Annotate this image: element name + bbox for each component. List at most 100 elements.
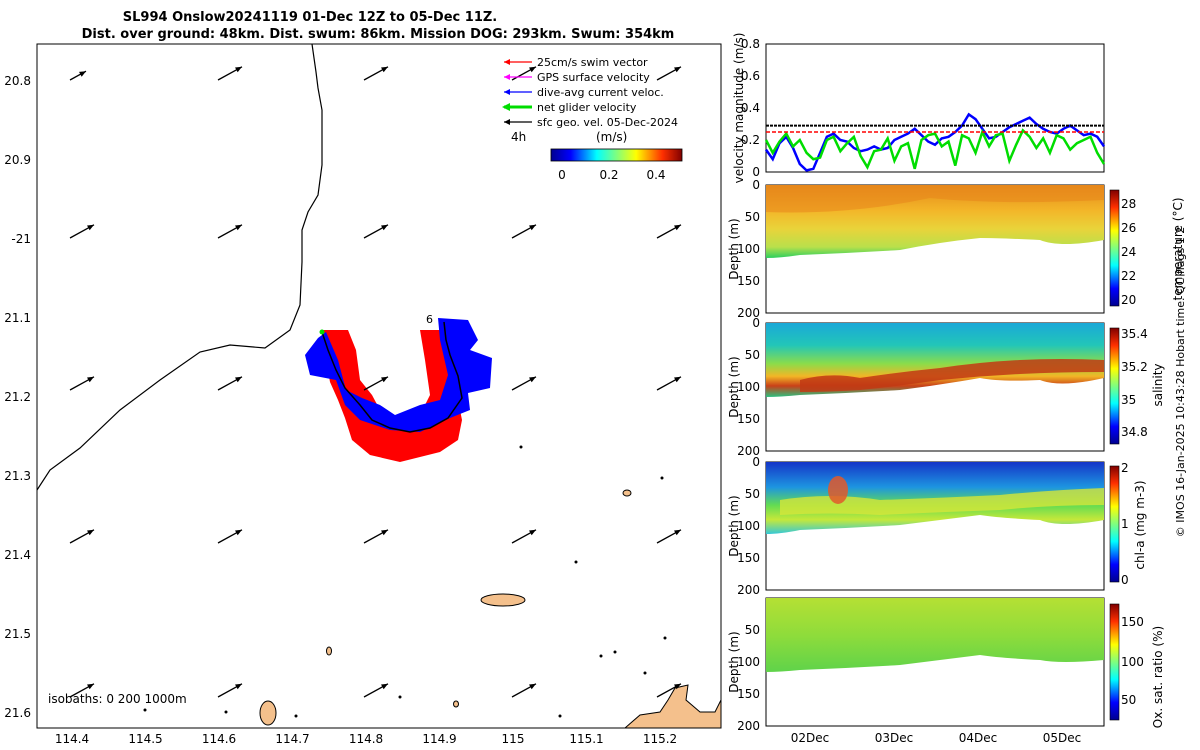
temperature-colorbar <box>1109 189 1120 307</box>
depth-tick: 150 <box>737 412 760 426</box>
geo-arrow <box>656 66 682 81</box>
map-x-tick: 114.9 <box>422 732 456 746</box>
map-x-tick: 114.5 <box>128 732 162 746</box>
depth-axis-ticks: 0 50 100 150 200 Depth (m) 0 50 100 150 200 Depth (… <box>727 178 760 733</box>
svg-text:dive-avg current veloc.: dive-avg current veloc. <box>537 86 664 99</box>
isobath-line <box>36 43 323 491</box>
svg-text:20: 20 <box>1121 293 1136 307</box>
svg-text:35.4: 35.4 <box>1121 327 1148 341</box>
map-y-tick: 21.6 <box>4 706 31 720</box>
oxygen-colorbar <box>1109 603 1120 721</box>
map-legend: 25cm/s swim vector GPS surface velocity … <box>502 56 683 182</box>
svg-text:24: 24 <box>1121 245 1136 259</box>
svg-text:net glider velocity: net glider velocity <box>537 101 637 114</box>
time-tick: 04Dec <box>959 731 998 745</box>
chla-panel: 0 1 2 chl-a (mg m-3) <box>765 461 1147 591</box>
geo-arrow <box>69 529 95 544</box>
svg-text:1: 1 <box>1121 517 1129 531</box>
island <box>453 700 459 708</box>
current-velocity-patch <box>305 318 492 432</box>
svg-text:GPS surface velocity: GPS surface velocity <box>537 71 650 84</box>
velocity-y-tick: 0.2 <box>741 133 760 147</box>
map-x-tick: 114.8 <box>349 732 383 746</box>
isobaths-label: isobaths: 0 200 1000m <box>48 692 187 706</box>
geo-arrow <box>511 224 537 239</box>
legend-gps: GPS surface velocity <box>504 71 650 84</box>
svg-text:sfc geo. vel. 05-Dec-2024: sfc geo. vel. 05-Dec-2024 <box>537 116 678 129</box>
island <box>326 646 332 656</box>
geo-arrow <box>363 224 389 239</box>
oxygen-colorbar-label: Ox. sat. ratio (%) <box>1151 626 1165 728</box>
salinity-colorbar-ticks: 34.8 35 35.2 35.4 <box>1121 327 1148 439</box>
chla-colorbar <box>1109 465 1120 583</box>
map-panel: 6 25cm/s swim vector GPS surface velocit… <box>4 43 722 746</box>
island <box>259 700 277 726</box>
geo-arrow <box>511 376 537 391</box>
geo-arrow <box>656 683 682 698</box>
map-y-tick-labels: 20.8 20.9 -21 21.1 21.2 21.3 21.4 21.5 21.6 <box>4 74 31 720</box>
map-x-tick: 114.6 <box>202 732 236 746</box>
depth-tick: 100 <box>737 380 760 394</box>
depth-tick: 0 <box>752 455 760 469</box>
geo-arrow <box>363 66 389 81</box>
chla-peak <box>828 476 848 504</box>
depth-tick: 150 <box>737 687 760 701</box>
legend-swim: 25cm/s swim vector <box>504 56 648 69</box>
small-islets <box>143 445 667 718</box>
island <box>480 593 526 607</box>
map-y-tick: 20.8 <box>4 74 31 88</box>
oxygen-colorbar-ticks: 50 100 150 <box>1121 615 1144 707</box>
map-x-tick: 115.1 <box>569 732 603 746</box>
velocity-line <box>764 112 1106 172</box>
geo-arrow <box>363 529 389 544</box>
velocity-y-tick: 0.6 <box>741 69 760 83</box>
svg-text:50: 50 <box>1121 693 1136 707</box>
temperature-colorbar-label: temperature (°C) <box>1171 198 1185 301</box>
salinity-colorbar <box>1109 327 1120 445</box>
map-y-tick: 21.2 <box>4 390 31 404</box>
svg-text:34.8: 34.8 <box>1121 425 1148 439</box>
depth-tick: 100 <box>737 242 760 256</box>
svg-text:100: 100 <box>1121 655 1144 669</box>
geo-arrow <box>511 529 537 544</box>
island <box>622 489 632 497</box>
map-x-tick: 114.7 <box>275 732 309 746</box>
svg-text:0: 0 <box>1121 573 1129 587</box>
svg-text:28: 28 <box>1121 197 1136 211</box>
depth-tick: 200 <box>737 719 760 733</box>
map-y-tick: 21.4 <box>4 548 31 562</box>
velocity-y-tick: 0 <box>752 165 760 179</box>
oxygen-panel: 50 100 150 Ox. sat. ratio (%) <box>765 597 1165 728</box>
time-tick: 02Dec <box>791 731 830 745</box>
footer-credit: © IMOS 16-Jan-2025 10:43:28 Hobart time.… <box>1174 227 1187 537</box>
geo-arrow <box>656 224 682 239</box>
svg-text:150: 150 <box>1121 615 1144 629</box>
geo-arrow <box>217 224 243 239</box>
geo-arrow <box>363 376 389 391</box>
salinity-colorbar-label: salinity <box>1151 363 1165 406</box>
depth-tick: 200 <box>737 444 760 458</box>
marker-6: 6 <box>426 313 433 326</box>
legend-geo: sfc geo. vel. 05-Dec-2024 <box>504 116 678 129</box>
mainland <box>623 684 722 729</box>
velocity-y-ticks: 0 0.2 0.4 0.6 0.8 <box>741 37 760 179</box>
map-x-tick: 114.4 <box>55 732 89 746</box>
velocity-ylabel: velocity magnitude (m/s) <box>732 33 746 184</box>
depth-tick: 0 <box>752 178 760 192</box>
depth-tick: 50 <box>745 210 760 224</box>
svg-text:26: 26 <box>1121 221 1136 235</box>
map-x-tick: 115.2 <box>643 732 677 746</box>
geo-arrow <box>217 529 243 544</box>
depth-ylabel: Depth (m) <box>727 495 741 556</box>
svg-text:25cm/s swim vector: 25cm/s swim vector <box>537 56 648 69</box>
velocity-panel: 0 0.2 0.4 0.6 0.8 velocity magnitude (m/s) <box>732 33 1106 184</box>
geo-arrow <box>511 66 537 81</box>
map-y-tick: 20.9 <box>4 153 31 167</box>
chla-maximum-layer <box>780 488 1104 515</box>
temperature-warm-layer <box>766 185 1104 213</box>
depth-tick: 50 <box>745 348 760 362</box>
geo-arrow <box>217 66 243 81</box>
map-colorbar <box>550 148 683 162</box>
map-y-tick: -21 <box>11 232 31 246</box>
